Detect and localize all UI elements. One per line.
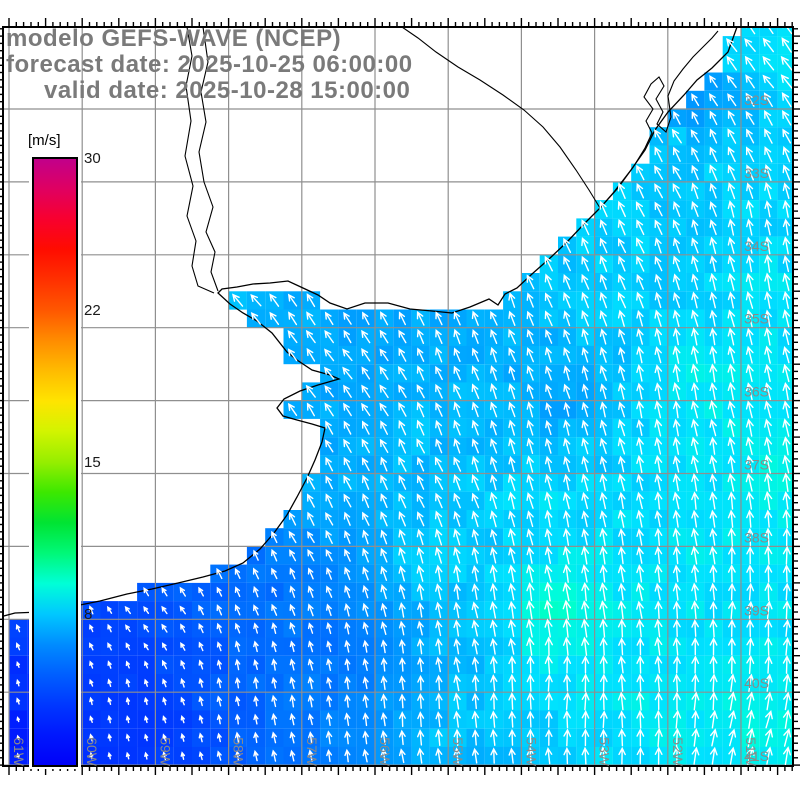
lat-label-34S: 34S xyxy=(744,238,769,254)
lat-label-37S: 37S xyxy=(744,457,769,473)
lat-label-40S: 40S xyxy=(744,675,769,691)
colorbar-tick-15: 15 xyxy=(84,454,101,471)
lat-label-35S: 35S xyxy=(744,311,769,327)
colorbar xyxy=(29,155,81,769)
lon-label-59W: 59W xyxy=(157,737,173,767)
lon-label-61W: 61W xyxy=(11,737,27,767)
lon-label-55W: 55W xyxy=(450,737,466,767)
colorbar-unit-label: [m/s] xyxy=(28,132,61,149)
lat-label-38S: 38S xyxy=(744,529,769,545)
latitude-tick-labels: 32S 33S 34S 35S 36S 37S 38S 39S 40S 41S xyxy=(744,92,769,764)
lon-label-60W: 60W xyxy=(84,737,100,767)
lat-label-41S: 41S xyxy=(744,748,769,764)
lon-label-54W: 54W xyxy=(523,737,539,767)
longitude-tick-labels: 61W 60W 59W 58W 57W 56W 55W 54W 53W 52W 51W xyxy=(11,737,759,767)
forecast-date: forecast date: 2025-10-25 06:00:00 xyxy=(6,51,413,78)
lon-label-51W: 51W xyxy=(743,737,759,767)
colorbar-tick-8: 8 xyxy=(84,606,93,623)
lat-label-33S: 33S xyxy=(744,165,769,181)
lon-label-56W: 56W xyxy=(377,737,393,767)
lon-label-52W: 52W xyxy=(670,737,686,767)
colorbar-tick-22: 22 xyxy=(84,302,101,319)
model-title: modelo GEFS-WAVE (NCEP) xyxy=(6,25,342,52)
lon-label-58W: 58W xyxy=(231,737,247,767)
map-frame xyxy=(0,18,800,775)
colorbar-tick-30: 30 xyxy=(84,150,101,167)
lat-label-32S: 32S xyxy=(744,92,769,108)
lon-label-53W: 53W xyxy=(597,737,613,767)
lon-label-57W: 57W xyxy=(304,737,320,767)
lat-label-39S: 39S xyxy=(744,602,769,618)
graticule xyxy=(3,27,793,766)
lat-label-36S: 36S xyxy=(744,384,769,400)
wind-arrows xyxy=(15,27,793,766)
valid-date: valid date: 2025-10-28 15:00:00 xyxy=(44,77,411,104)
coastline xyxy=(3,27,738,617)
